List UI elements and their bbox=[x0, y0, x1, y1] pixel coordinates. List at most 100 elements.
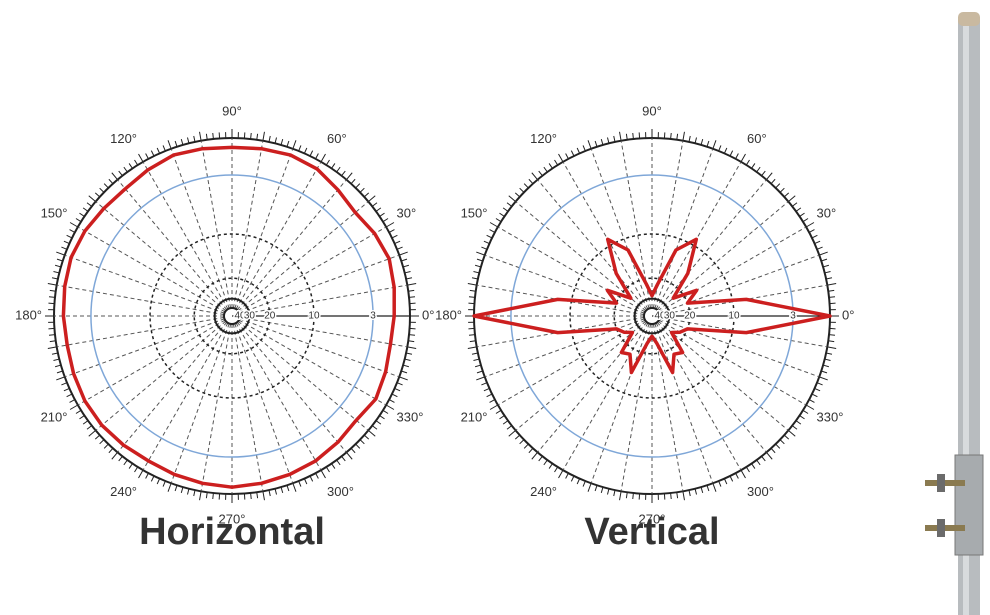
fringe-tick bbox=[791, 425, 798, 430]
theta-tick-label: 0° bbox=[422, 307, 434, 322]
fringe-tick bbox=[350, 447, 356, 454]
theta-tick-label: 0° bbox=[842, 307, 854, 322]
fringe-tick bbox=[799, 415, 805, 420]
r-tick-label: 20 bbox=[264, 311, 276, 322]
fringe-tick bbox=[481, 382, 488, 386]
fringe-tick bbox=[309, 475, 314, 482]
fringe-tick bbox=[94, 192, 101, 198]
fringe-tick bbox=[53, 271, 60, 274]
spoke bbox=[497, 226, 646, 313]
fringe-tick bbox=[682, 491, 685, 501]
fringe-tick bbox=[735, 153, 739, 160]
theta-tick-label: 150° bbox=[41, 205, 68, 220]
fringe-tick bbox=[315, 472, 319, 479]
fringe-tick bbox=[607, 137, 610, 144]
fringe-tick bbox=[489, 404, 499, 410]
fringe-tick bbox=[783, 192, 790, 198]
fringe-tick bbox=[303, 147, 308, 154]
spoke bbox=[235, 322, 322, 471]
fringe-tick bbox=[474, 264, 482, 268]
fringe-tick bbox=[822, 264, 830, 268]
spoke bbox=[77, 226, 226, 313]
fringe-tick bbox=[123, 166, 128, 173]
fringe-tick bbox=[791, 202, 798, 207]
fringe-tick bbox=[514, 434, 521, 440]
fringe-tick bbox=[761, 170, 766, 177]
fringe-tick bbox=[79, 212, 85, 217]
fringe-tick bbox=[66, 393, 73, 398]
fringe-tick bbox=[47, 346, 57, 349]
fringe-tick bbox=[489, 222, 499, 228]
spoke bbox=[484, 254, 645, 314]
fringe-tick bbox=[212, 492, 214, 500]
fringe-tick bbox=[531, 172, 538, 180]
fringe-tick bbox=[783, 434, 790, 440]
fringe-tick bbox=[94, 434, 101, 440]
fringe-tick bbox=[476, 251, 485, 256]
fringe-tick bbox=[474, 364, 482, 368]
fringe-tick bbox=[48, 334, 56, 336]
fringe-tick bbox=[779, 187, 785, 193]
fringe-tick bbox=[688, 490, 691, 497]
r-tick-label: 20 bbox=[684, 311, 696, 322]
spoke bbox=[239, 284, 408, 316]
fringe-tick bbox=[150, 475, 155, 482]
fringe-tick bbox=[805, 222, 815, 228]
fringe-tick bbox=[467, 283, 477, 286]
fringe-tick bbox=[486, 234, 493, 239]
fringe-tick bbox=[594, 140, 598, 147]
fringe-tick bbox=[476, 370, 483, 374]
fringe-tick bbox=[268, 490, 271, 497]
chart-title: Vertical bbox=[584, 511, 719, 553]
fringe-tick bbox=[268, 135, 271, 142]
theta-tick-label: 270° bbox=[219, 511, 246, 526]
fringe-tick bbox=[396, 382, 403, 386]
fringe-tick bbox=[729, 150, 734, 157]
fringe-tick bbox=[355, 443, 361, 449]
fringe-tick bbox=[199, 131, 202, 141]
fringe-tick bbox=[822, 364, 830, 368]
fringe-tick bbox=[676, 133, 679, 140]
fringe-tick bbox=[587, 483, 592, 492]
spoke bbox=[562, 322, 649, 471]
fringe-tick bbox=[69, 399, 76, 403]
fringe-tick bbox=[368, 430, 376, 437]
spoke bbox=[657, 320, 789, 431]
fringe-tick bbox=[394, 240, 401, 245]
fringe-tick bbox=[469, 289, 476, 292]
fringe-tick bbox=[594, 485, 598, 492]
fringe-tick bbox=[469, 340, 476, 343]
spoke bbox=[658, 319, 807, 406]
fringe-tick bbox=[745, 159, 750, 166]
fringe-tick bbox=[350, 178, 356, 185]
fringe-tick bbox=[826, 352, 833, 355]
fringe-tick bbox=[408, 334, 416, 336]
fringe-tick bbox=[814, 240, 821, 245]
fringe-tick bbox=[514, 192, 521, 198]
fringe-tick bbox=[292, 140, 297, 149]
fringe-tick bbox=[336, 459, 341, 466]
fringe-tick bbox=[523, 183, 529, 189]
fringe-tick bbox=[274, 488, 277, 495]
fringe-tick bbox=[82, 420, 89, 425]
fringe-tick bbox=[471, 352, 478, 355]
fringe-tick bbox=[814, 387, 821, 392]
fringe-tick bbox=[502, 420, 509, 425]
spoke bbox=[515, 201, 647, 312]
spoke bbox=[142, 161, 229, 310]
fringe-tick bbox=[256, 492, 259, 499]
antenna bbox=[925, 12, 984, 615]
fringe-tick bbox=[406, 277, 413, 280]
fringe-tick bbox=[193, 490, 196, 497]
theta-tick-label: 240° bbox=[110, 484, 137, 499]
fringe-tick bbox=[320, 153, 326, 163]
theta-tick-label: 300° bbox=[327, 484, 354, 499]
fringe-tick bbox=[805, 404, 815, 410]
spoke bbox=[658, 226, 807, 313]
spoke bbox=[656, 321, 767, 453]
fringe-tick bbox=[718, 145, 722, 152]
fringe-tick bbox=[468, 334, 476, 336]
fringe-tick bbox=[735, 472, 739, 479]
fringe-tick bbox=[363, 192, 370, 198]
fringe-tick bbox=[712, 140, 717, 149]
